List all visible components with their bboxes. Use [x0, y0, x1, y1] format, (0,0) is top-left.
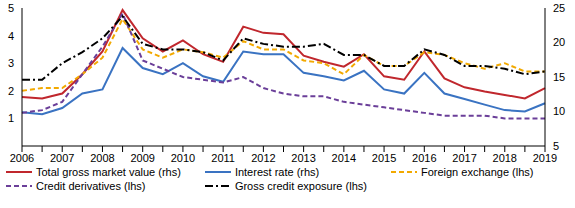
- html-text:Gross credit exposure (lhs): Gross credit exposure (lhs): [234, 180, 367, 192]
- svg-text:15: 15: [553, 71, 565, 83]
- svg-text:2009: 2009: [130, 152, 154, 164]
- svg-text:2018: 2018: [493, 152, 517, 164]
- html-text:Credit derivatives (lhs): Credit derivatives (lhs): [36, 180, 146, 192]
- html-text:Interest rate (rhs): Interest rate (rhs): [234, 166, 320, 178]
- svg-text:2019: 2019: [533, 152, 557, 164]
- svg-text:2008: 2008: [90, 152, 114, 164]
- svg-text:5: 5: [553, 140, 559, 152]
- svg-text:2006: 2006: [10, 152, 34, 164]
- svg-text:2012: 2012: [251, 152, 275, 164]
- svg-text:3: 3: [8, 57, 14, 69]
- svg-text:2007: 2007: [50, 152, 74, 164]
- html-text:Foreign exchange (lhs): Foreign exchange (lhs): [420, 166, 534, 178]
- html-text:Total gross market value (rhs): Total gross market value (rhs): [36, 166, 181, 178]
- svg-text:4: 4: [8, 30, 14, 42]
- svg-text:2017: 2017: [452, 152, 476, 164]
- svg-text:5: 5: [8, 2, 14, 14]
- svg-text:2: 2: [8, 85, 14, 97]
- svg-text:20: 20: [553, 36, 565, 48]
- svg-text:2016: 2016: [412, 152, 436, 164]
- svg-text:25: 25: [553, 2, 565, 14]
- svg-text:2015: 2015: [372, 152, 396, 164]
- svg-text:1: 1: [8, 112, 14, 124]
- svg-text:10: 10: [553, 105, 565, 117]
- svg-text:2011: 2011: [211, 152, 235, 164]
- svg-text:2014: 2014: [332, 152, 356, 164]
- svg-text:2010: 2010: [171, 152, 195, 164]
- svg-text:2013: 2013: [291, 152, 315, 164]
